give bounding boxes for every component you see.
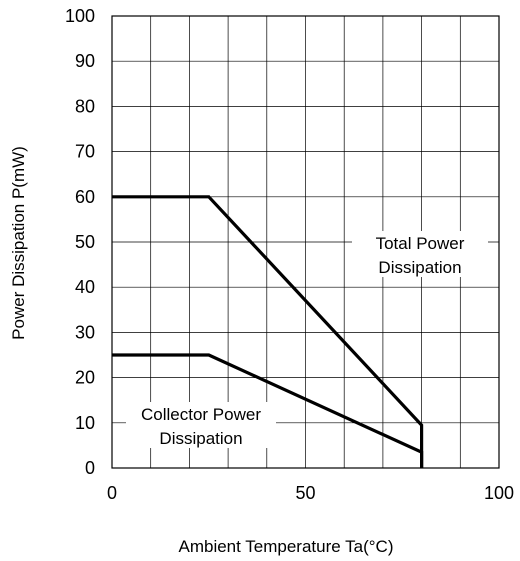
annotation-background bbox=[352, 231, 488, 277]
y-tick-label: 60 bbox=[75, 187, 95, 207]
series-line-1 bbox=[112, 353, 424, 468]
y-tick-label: 10 bbox=[75, 413, 95, 433]
y-tick-label: 90 bbox=[75, 51, 95, 71]
x-tick-label: 0 bbox=[107, 483, 117, 503]
y-tick-label: 80 bbox=[75, 96, 95, 116]
annotation-0: Total Power Dissipation bbox=[352, 231, 488, 277]
annotation-text: Dissipation bbox=[159, 429, 242, 448]
x-axis-label: Ambient Temperature Ta(°C) bbox=[179, 537, 394, 556]
x-tick-labels: 0 50 100 bbox=[107, 483, 514, 503]
plot-frame bbox=[111, 15, 500, 469]
y-tick-label: 20 bbox=[75, 368, 95, 388]
annotation-text: Dissipation bbox=[378, 258, 461, 277]
annotations: Total Power Dissipation Collector Power Dis… bbox=[126, 231, 488, 448]
x-tick-label: 100 bbox=[484, 483, 514, 503]
x-tick-label: 50 bbox=[295, 483, 315, 503]
series-group bbox=[112, 195, 424, 468]
annotation-text: Total Power bbox=[376, 234, 465, 253]
y-tick-label: 0 bbox=[85, 458, 95, 478]
series-line-0 bbox=[112, 195, 424, 468]
y-tick-label: 40 bbox=[75, 277, 95, 297]
annotation-background bbox=[126, 402, 276, 448]
y-axis-label: Power Dissipation P(mW) bbox=[9, 146, 28, 340]
y-tick-label: 100 bbox=[65, 6, 95, 26]
y-tick-label: 70 bbox=[75, 142, 95, 162]
annotation-text: Collector Power bbox=[141, 405, 261, 424]
annotation-1: Collector Power Dissipation bbox=[126, 402, 276, 448]
y-tick-label: 30 bbox=[75, 322, 95, 342]
y-tick-labels: 0 10 20 30 40 50 60 70 80 90 100 bbox=[65, 6, 95, 478]
y-tick-label: 50 bbox=[75, 232, 95, 252]
